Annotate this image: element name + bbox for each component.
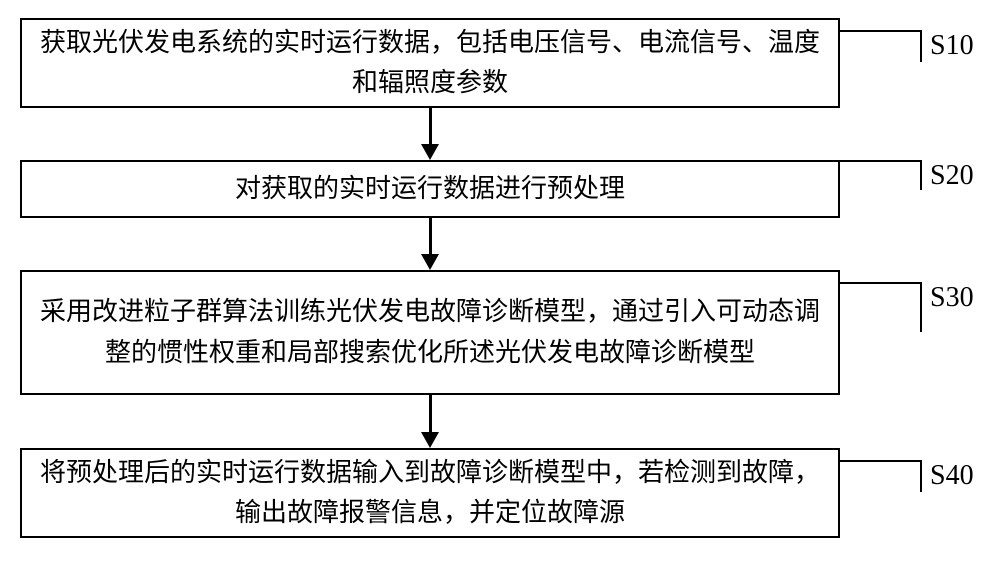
label-connector-s20 bbox=[840, 160, 922, 190]
step-label-s20: S20 bbox=[930, 160, 974, 192]
step-text-s30: 采用改进粒子群算法训练光伏发电故障诊断模型，通过引入可动态调整的惯性权重和局部搜… bbox=[36, 292, 824, 373]
step-box-s20: 对获取的实时运行数据进行预处理 bbox=[20, 160, 840, 218]
step-box-s10: 获取光伏发电系统的实时运行数据，包括电压信号、电流信号、温度和辐照度参数 bbox=[20, 18, 840, 108]
label-connector-s40 bbox=[840, 460, 922, 492]
step-text-s20: 对获取的实时运行数据进行预处理 bbox=[235, 169, 625, 209]
arrow-line-s10-s20 bbox=[429, 108, 432, 144]
arrow-head-s20-s30 bbox=[421, 254, 439, 270]
label-connector-s30 bbox=[840, 282, 922, 332]
arrow-line-s20-s30 bbox=[429, 218, 432, 254]
step-label-s40: S40 bbox=[930, 460, 974, 492]
step-box-s30: 采用改进粒子群算法训练光伏发电故障诊断模型，通过引入可动态调整的惯性权重和局部搜… bbox=[20, 270, 840, 395]
arrow-line-s30-s40 bbox=[429, 395, 432, 432]
flowchart-canvas: 获取光伏发电系统的实时运行数据，包括电压信号、电流信号、温度和辐照度参数 S10… bbox=[0, 0, 1000, 565]
arrow-head-s30-s40 bbox=[421, 432, 439, 448]
arrow-head-s10-s20 bbox=[421, 144, 439, 160]
step-box-s40: 将预处理后的实时运行数据输入到故障诊断模型中，若检测到故障，输出故障报警信息，并… bbox=[20, 448, 840, 538]
step-label-s30: S30 bbox=[930, 282, 974, 314]
step-text-s40: 将预处理后的实时运行数据输入到故障诊断模型中，若检测到故障，输出故障报警信息，并… bbox=[36, 453, 824, 534]
step-label-s10: S10 bbox=[930, 30, 974, 62]
step-text-s10: 获取光伏发电系统的实时运行数据，包括电压信号、电流信号、温度和辐照度参数 bbox=[36, 23, 824, 104]
label-connector-s10 bbox=[840, 30, 922, 62]
